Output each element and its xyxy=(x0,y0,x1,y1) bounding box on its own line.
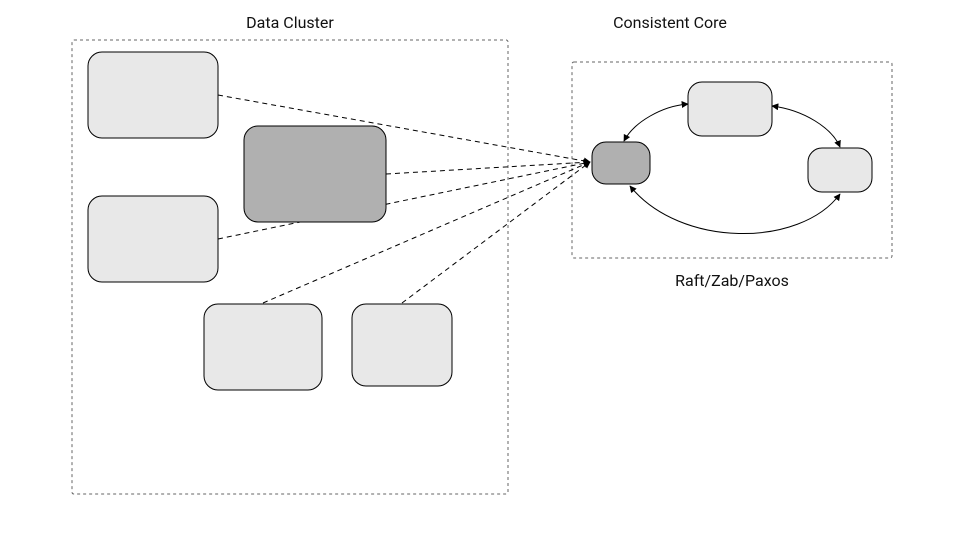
data-node-dn2 xyxy=(244,126,386,222)
data-cluster-label: Data Cluster xyxy=(246,13,334,32)
data-node-dn5 xyxy=(352,304,452,386)
core-node-cc_left xyxy=(592,142,650,184)
consensus-caption: Raft/Zab/Paxos xyxy=(675,271,789,290)
dashed-edge-dn5 xyxy=(402,162,590,303)
consistent-core-nodes xyxy=(592,82,872,192)
core-node-cc_top xyxy=(688,82,772,136)
dashed-edge-dn2 xyxy=(386,162,590,174)
core-arc-top-left xyxy=(624,104,688,141)
data-node-dn1 xyxy=(88,52,218,138)
data-cluster-nodes xyxy=(88,52,452,390)
diagram-canvas: Data Cluster Consistent Core Raft/Zab/Pa… xyxy=(0,0,960,540)
data-node-dn4 xyxy=(204,304,322,390)
core-arc-bottom-arc xyxy=(630,186,840,234)
core-arc-top-right xyxy=(772,106,840,147)
core-node-cc_right xyxy=(808,148,872,192)
data-node-dn3 xyxy=(88,196,218,282)
consistent-core-label: Consistent Core xyxy=(613,13,727,32)
